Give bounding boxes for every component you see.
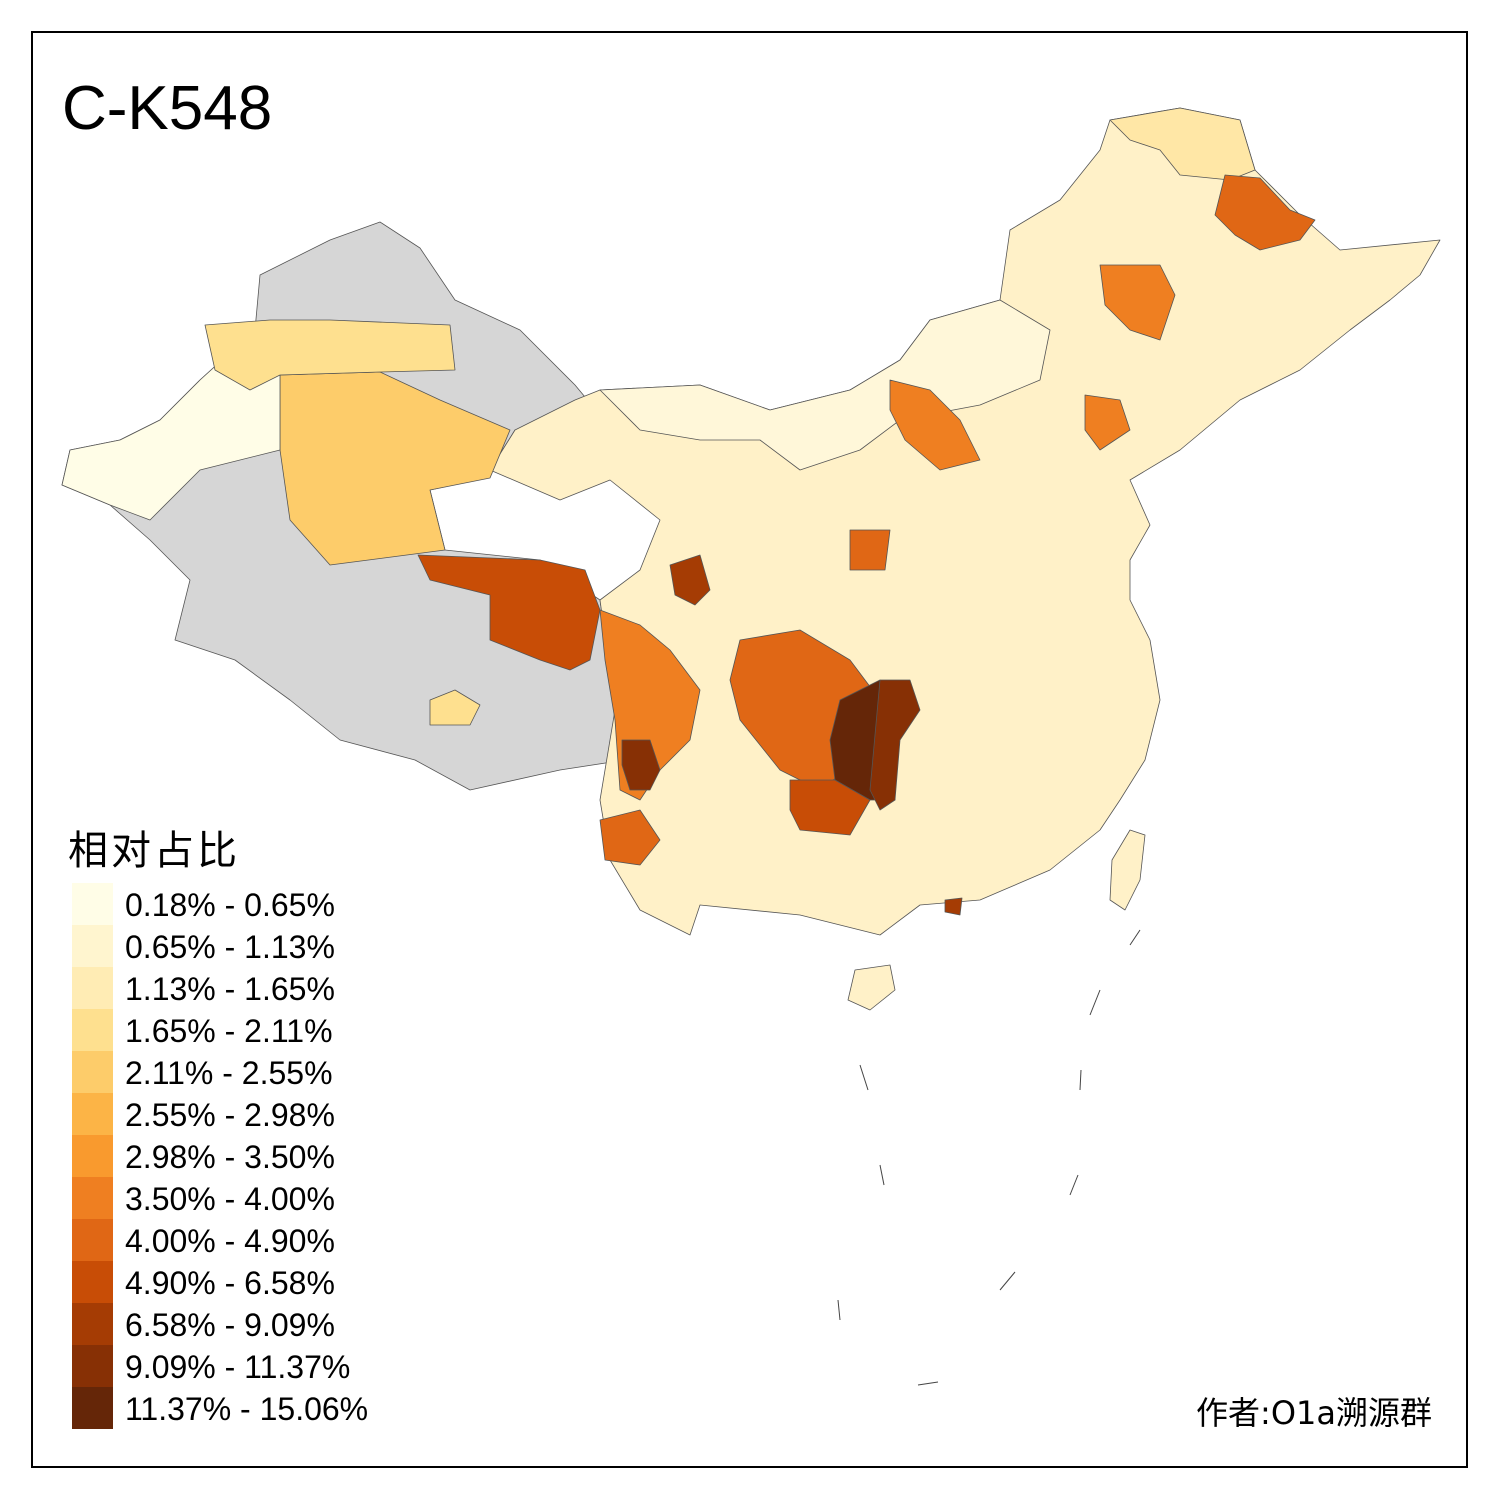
- nine-dash-line-5: [999, 1271, 1016, 1291]
- author-credit: 作者:O1a溯源群: [1196, 1394, 1432, 1432]
- nine-dash-line-2: [879, 1164, 885, 1186]
- legend-label: 4.00% - 4.90%: [125, 1223, 335, 1259]
- region-north-strip: [599, 299, 1051, 471]
- legend-swatch: [72, 1387, 113, 1429]
- legend-swatch: [72, 1177, 113, 1219]
- region-guizhou: [789, 779, 871, 836]
- nine-dash-line-1: [859, 1064, 869, 1091]
- nine-dash-line-9: [1129, 929, 1141, 946]
- legend-label: 6.58% - 9.09%: [125, 1307, 335, 1343]
- legend-swatch: [72, 1261, 113, 1303]
- legend-swatch: [72, 883, 113, 925]
- region-heilongjiang-dark: [1214, 174, 1316, 251]
- legend-swatch: [72, 1051, 113, 1093]
- legend-swatch: [72, 925, 113, 967]
- legend-label: 1.65% - 2.11%: [125, 1013, 333, 1049]
- legend-label: 2.98% - 3.50%: [125, 1139, 335, 1175]
- region-liaoning-dark: [1084, 394, 1131, 451]
- legend-swatch: [72, 1345, 113, 1387]
- legend-label: 0.65% - 1.13%: [125, 929, 335, 965]
- region-yunnan-south: [599, 809, 661, 866]
- region-qinghai-dark: [417, 554, 601, 671]
- legend-label: 4.90% - 6.58%: [125, 1265, 335, 1301]
- nine-dash-line-7: [1079, 1069, 1082, 1091]
- region-tibet-ngari: [429, 689, 481, 726]
- region-hainan: [847, 964, 896, 1011]
- region-gansu-dark: [669, 554, 711, 606]
- legend-label: 1.13% - 1.65%: [125, 971, 335, 1007]
- legend-swatch: [72, 1135, 113, 1177]
- legend-label: 3.50% - 4.00%: [125, 1181, 335, 1217]
- nine-dash-line-8: [1089, 989, 1101, 1016]
- map-frame: [31, 31, 1468, 1468]
- legend-swatch: [72, 1009, 113, 1051]
- region-taiwan: [1109, 829, 1146, 911]
- nine-dash-line-3: [837, 1299, 841, 1321]
- region-chongqing-edge: [869, 679, 921, 811]
- region-inner-mongolia-east: [1099, 264, 1176, 341]
- legend-swatch: [72, 1303, 113, 1345]
- region-guangdong-dark: [944, 897, 963, 916]
- region-xinjiang-central: [279, 371, 511, 566]
- legend-label: 2.11% - 2.55%: [125, 1055, 333, 1091]
- legend-swatch: [72, 1093, 113, 1135]
- legend-label: 11.37% - 15.06%: [125, 1391, 369, 1427]
- legend-label: 9.09% - 11.37%: [125, 1349, 351, 1385]
- legend-label: 0.18% - 0.65%: [125, 887, 335, 923]
- nine-dash-line-6: [1069, 1174, 1079, 1196]
- legend-swatch: [72, 967, 113, 1009]
- region-xinjiang-north: [204, 319, 456, 391]
- legend-label: 2.55% - 2.98%: [125, 1097, 335, 1133]
- map-title: C-K548: [62, 74, 273, 143]
- region-shaanxi-dark: [849, 529, 891, 571]
- region-north-china-dark: [889, 379, 981, 471]
- nine-dash-line-4: [917, 1381, 939, 1386]
- legend-title: 相对占比: [68, 828, 240, 874]
- legend-swatch: [72, 1219, 113, 1261]
- region-yunnan-dark: [621, 739, 661, 791]
